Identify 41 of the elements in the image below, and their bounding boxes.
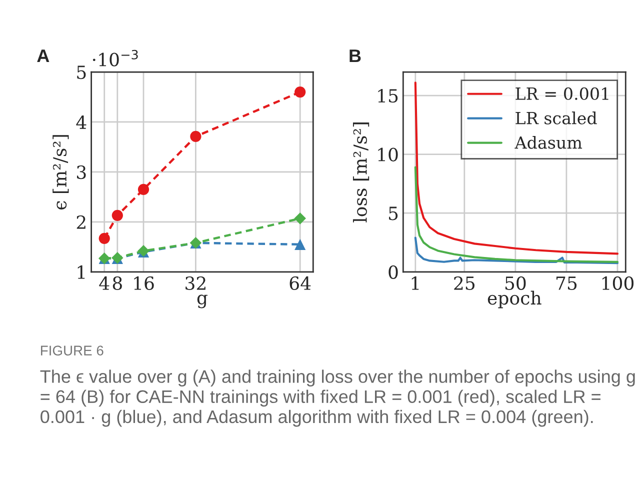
x-tick-label: 16 [134,276,154,290]
y-tick-label: 1 [78,265,85,279]
x-tick-label: 64 [290,276,311,290]
legend-label: Adasum [514,136,582,149]
point [138,184,150,195]
point [190,130,202,142]
point [294,86,306,98]
x-tick-label: 75 [556,276,577,290]
y-tick-label: 2 [76,215,86,229]
x-tick-label: 100 [602,276,634,290]
legend-label: LR scaled [516,111,597,124]
y-axis-title: loss [m²/s²] [352,122,370,222]
y-tick-label: 0 [388,265,398,280]
y-axis-title: ϵ [m²/s²] [52,135,69,210]
x-tick-label: 4 [99,276,110,290]
x-tick-label: 1 [412,276,419,290]
y-tick-label: 5 [389,206,398,220]
line-series [414,166,619,263]
x-axis-title: g [197,294,208,308]
caption: FIGURE 6 [41,346,104,356]
text: A [37,50,50,62]
y-tick-label: 4 [76,115,86,129]
line-series [414,82,619,255]
point [294,212,306,224]
text: The ϵ value over g (A) and training loss over the number of epochs using g = 64 (B) for CAE-NN trainings with fixed LR = 0.001 (red), scaled LR = 0.001 · g (blue), and Adasum algorithm with fixed LR = 0.004 (green). [40,370,635,427]
x-axis-title: epoch [488,290,542,308]
text: ·10$^{−3}$ [92,50,138,66]
y-tick-label: 3 [77,165,86,180]
x-tick-label: 8 [112,276,122,290]
x-tick-label: 32 [186,276,206,290]
x-tick-label: 25 [454,276,474,290]
text: B [350,50,361,62]
y-tick-label: 15 [378,89,398,103]
point [98,232,110,244]
x-tick-label: 50 [505,276,526,290]
legend-label: LR = 0.001 [516,87,608,100]
point [294,238,306,250]
y-tick-label: 5 [77,66,86,80]
point [112,210,123,221]
line-series [414,236,619,264]
y-tick-label: 10 [378,148,398,162]
